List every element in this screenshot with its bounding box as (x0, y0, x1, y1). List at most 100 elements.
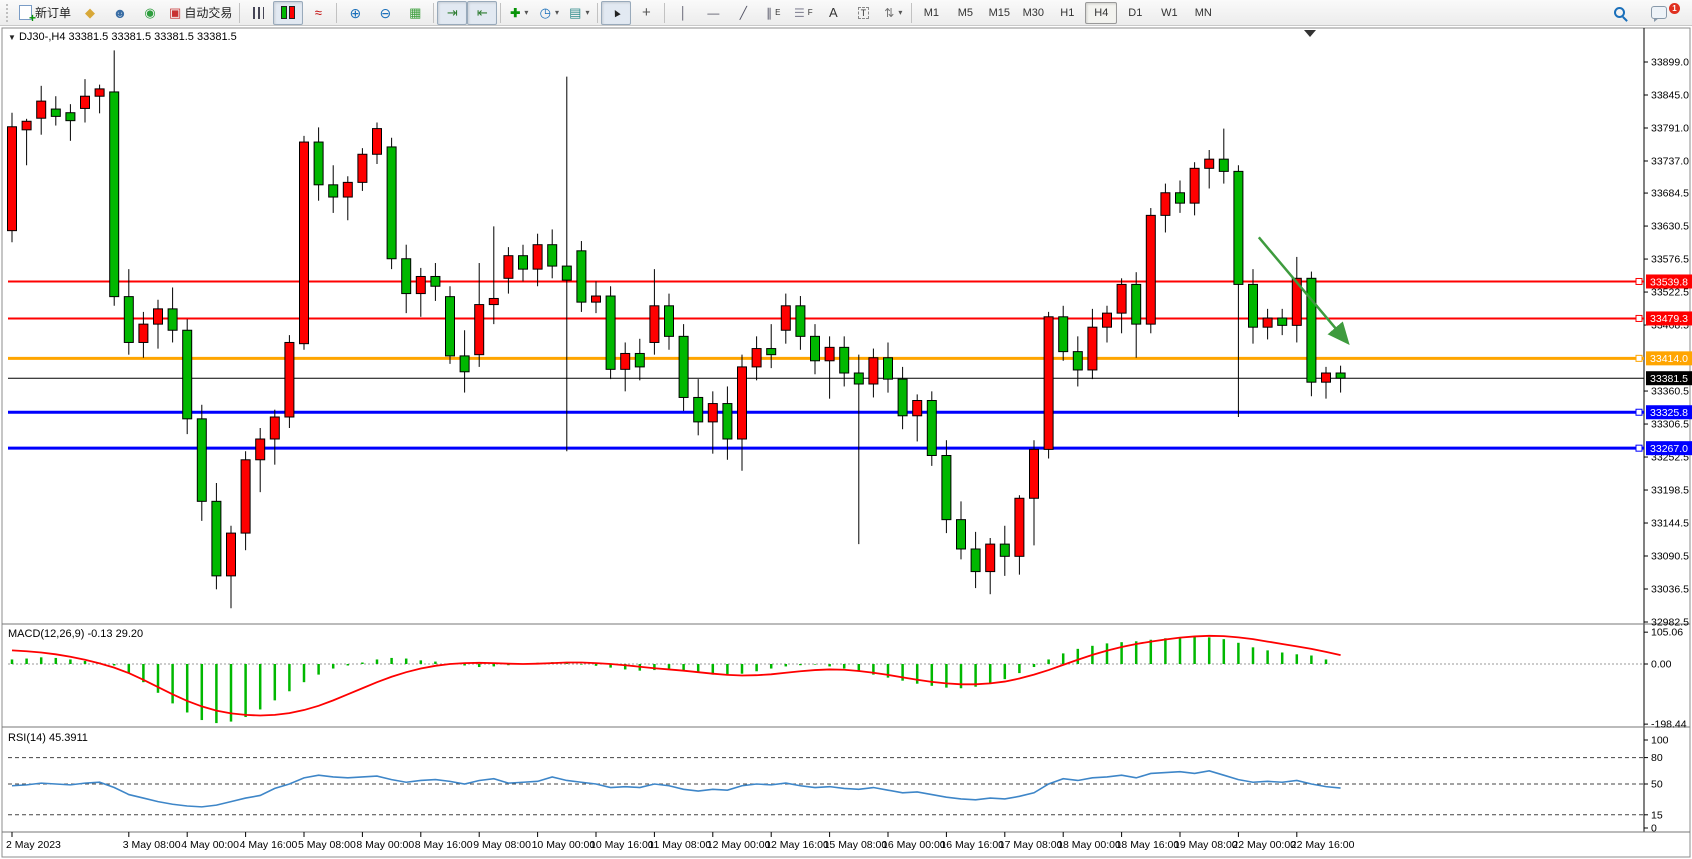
candle-body (795, 305, 806, 337)
candle-body (123, 296, 134, 343)
indicators-button[interactable]: ✚ ▾ (504, 1, 534, 25)
zoom-out-button[interactable]: ⊖ (370, 1, 400, 25)
rsi-tick-label: 0 (1651, 823, 1657, 835)
timeframe-button-D1[interactable]: D1 (1128, 6, 1143, 19)
templates-button[interactable]: ▤ ▾ (564, 1, 594, 25)
text-label-tool-button[interactable]: T (848, 1, 878, 25)
line-handle-marker[interactable] (1635, 444, 1643, 452)
tile-windows-icon: ▦ (409, 5, 422, 20)
time-tick-label: 12 May 00:00 (707, 839, 771, 851)
candle-body (299, 141, 309, 345)
line-chart-button[interactable]: ≈ (303, 1, 333, 25)
candle-body (240, 459, 251, 534)
text-icon: A (828, 5, 838, 20)
candle-body (1145, 214, 1156, 325)
cursor-tool-button[interactable]: ▲ (601, 0, 632, 25)
price-level-label-box (1646, 441, 1692, 456)
toolbar-grip (6, 3, 13, 22)
auto-trading-button[interactable]: ▣ 自动交易 (165, 1, 236, 25)
fibonacci-tool-button[interactable]: ☰ F (788, 1, 818, 25)
candlestick-chart-button[interactable] (273, 0, 304, 25)
line-handle-marker[interactable] (1635, 277, 1643, 285)
candle-body (926, 400, 937, 456)
timeframe-button-H1[interactable]: H1 (1060, 6, 1075, 19)
timeframe-button-M15[interactable]: M15 (988, 6, 1011, 19)
notifications-button[interactable]: 1 (1644, 1, 1680, 25)
price-level-label-box (1646, 405, 1692, 420)
candle-body (1116, 283, 1127, 314)
trendline-tool-button[interactable]: ╱ (728, 1, 758, 25)
candle-body (372, 128, 382, 155)
candle-body (839, 346, 850, 374)
candle-body (313, 141, 324, 186)
candle-body (824, 346, 835, 362)
timeframe-button-M1[interactable]: M1 (923, 6, 939, 19)
chart-shift-button[interactable]: ⇤ (467, 0, 498, 25)
time-tick-label: 22 May 16:00 (1291, 839, 1355, 851)
timeframe-button-M30[interactable]: M30 (1022, 6, 1045, 19)
add-indicator-icon: ✚ (510, 5, 521, 20)
cursor-icon: ▲ (608, 4, 624, 21)
text-tool-button[interactable]: A (818, 1, 848, 25)
chart-shift-marker[interactable] (1304, 30, 1316, 37)
chart-dropdown-icon[interactable]: ▼ (8, 33, 16, 42)
new-order-icon: + (19, 5, 36, 24)
market-watch-button[interactable]: ☻ (105, 1, 135, 25)
bar-chart-button[interactable] (243, 1, 273, 25)
chart-window: 33899.0 33845.0 33791.0 33737.0 33684.5 33630… (0, 26, 1692, 859)
line-chart-icon: ≈ (314, 5, 322, 20)
horizontal-line-tool-button[interactable]: — (698, 1, 728, 25)
zoom-in-button[interactable]: ⊕ (340, 1, 370, 25)
price-tick-label: 33899.0 (1651, 57, 1689, 69)
line-handle-marker[interactable] (1635, 408, 1643, 416)
trend-arrow-annotation[interactable] (1257, 236, 1350, 346)
price-tick-label: 33306.5 (1651, 419, 1689, 431)
price-tick-label: 33791.0 (1651, 122, 1689, 134)
line-handle-marker[interactable] (1635, 354, 1643, 362)
candle-body (430, 275, 441, 287)
candle-body (357, 153, 368, 183)
bar-chart-icon (252, 6, 264, 19)
price-level-label: 33539.8 (1650, 276, 1688, 288)
quotes-button[interactable]: ◆ (75, 1, 105, 25)
channel-tool-button[interactable]: ∥ E (758, 1, 788, 25)
timeframe-button-H4[interactable]: H4 (1085, 1, 1118, 24)
price-level-label: 33325.8 (1650, 407, 1688, 419)
trendline-icon: ╱ (739, 5, 747, 20)
timeframe-button-W1[interactable]: W1 (1161, 6, 1178, 19)
auto-trading-icon: ▣ (169, 5, 182, 20)
timeframe-button-MN[interactable]: MN (1194, 6, 1212, 19)
new-order-button[interactable]: + 新订单 (15, 1, 75, 25)
candle-body (780, 305, 791, 331)
signals-button[interactable]: ◉ (135, 1, 165, 25)
crosshair-tool-button[interactable]: + (631, 1, 661, 25)
rsi-tick-label: 15 (1651, 809, 1663, 821)
chart-symbol-period: DJ30-,H4 (18, 31, 66, 43)
zoom-out-icon: ⊖ (379, 4, 392, 21)
auto-scroll-button[interactable]: ⇥ (437, 0, 468, 25)
candle-body (1043, 316, 1054, 450)
candle-body (518, 255, 528, 270)
candle-body (664, 305, 674, 337)
macd-tick-label: 105.06 (1651, 627, 1683, 639)
price-level-label-box (1646, 274, 1692, 289)
candle-body (956, 519, 966, 550)
line-handle-marker[interactable] (1635, 314, 1643, 322)
vertical-line-tool-button[interactable]: │ (668, 1, 698, 25)
periods-button[interactable]: ◷ ▾ (534, 1, 564, 25)
shapes-tool-button[interactable]: ⇅ ▾ (878, 1, 908, 25)
notification-badge: 1 (1669, 2, 1680, 14)
search-button[interactable] (1604, 1, 1634, 25)
timeframe-button-M5[interactable]: M5 (957, 6, 973, 19)
tile-windows-button[interactable]: ▦ (400, 1, 430, 25)
price-level-label: 33267.0 (1650, 443, 1688, 455)
candle-body (532, 244, 543, 270)
candle-body (605, 295, 616, 370)
timeframe-group: M1 M5 M15 M30 H1 H4 D1 W1 MN (915, 1, 1219, 24)
candle-body (868, 357, 879, 385)
candle-body (547, 244, 558, 267)
chart-frame (1, 27, 1691, 858)
chart-title[interactable]: ▼ DJ30-,H4 33381.5 33381.5 33381.5 33381… (8, 31, 237, 43)
toolbar-separator (664, 2, 666, 23)
candle-body (153, 308, 163, 325)
